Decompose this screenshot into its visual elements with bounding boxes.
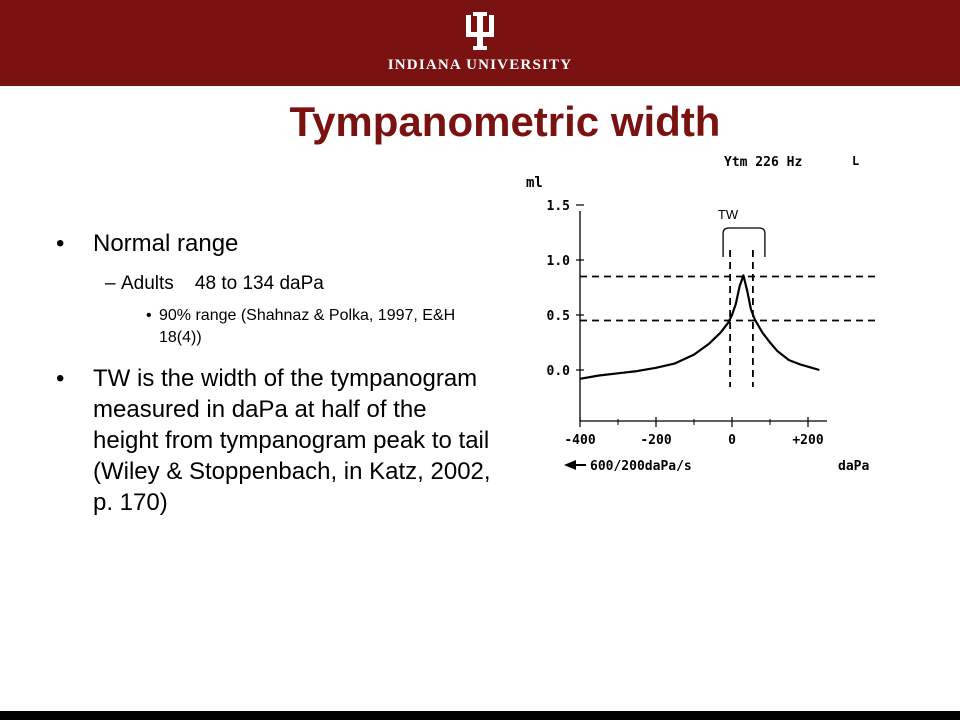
tympanogram-chart: Ytm 226 Hz L ml daPa 600/200daPa/s TW 0.…: [526, 154, 875, 474]
bullet-list: • Normal range – Adults 48 to 134 daPa •…: [56, 228, 496, 518]
header-bar: INDIANA UNIVERSITY: [0, 0, 960, 86]
bullet-text: TW is the width of the tympanogram measu…: [93, 365, 491, 516]
x-tick-label: +200: [792, 433, 823, 448]
university-name: INDIANA UNIVERSITY: [387, 57, 573, 73]
bullet-item: • TW is the width of the tympanogram mea…: [56, 363, 496, 518]
y-tick-label: 1.0: [547, 254, 571, 269]
sub-sub-bullet-item: • 90% range (Shahnaz & Polka, 1997, E&H …: [56, 305, 459, 349]
dash-marker: –: [105, 273, 116, 294]
x-tick-label: 0: [728, 433, 736, 448]
bullet-text: Normal range: [93, 230, 239, 257]
tw-bracket: [722, 227, 766, 257]
x-tick-label: -400: [564, 433, 595, 448]
chart-header-ear: L: [852, 154, 859, 168]
chart-header-label: Ytm 226 Hz: [724, 155, 802, 170]
x-tick-label: -200: [640, 433, 671, 448]
sub-bullet-item: – Adults 48 to 134 daPa: [56, 272, 496, 296]
iu-trident-icon: [466, 12, 494, 50]
sweep-speed-label: 600/200daPa/s: [590, 459, 692, 474]
bullet-marker: •: [56, 365, 65, 392]
bullet-marker: •: [146, 307, 152, 324]
x-axis-label: daPa: [838, 459, 869, 474]
slide-title: Tympanometric width: [289, 98, 721, 145]
tw-label: TW: [718, 207, 739, 222]
bullet-marker: •: [56, 230, 65, 257]
arrow-left-icon: [564, 460, 576, 470]
bottom-bar: [0, 711, 960, 720]
sub-bullet-text: Adults 48 to 134 daPa: [121, 273, 324, 294]
y-axis-label: ml: [526, 175, 543, 191]
y-tick-label: 1.5: [547, 199, 570, 214]
y-tick-label: 0.5: [547, 309, 570, 324]
tympanogram-line: [579, 274, 820, 380]
bullet-item: • Normal range: [56, 228, 496, 259]
sub-sub-bullet-text: 90% range (Shahnaz & Polka, 1997, E&H 18…: [159, 307, 456, 346]
y-tick-label: 0.0: [547, 364, 571, 379]
